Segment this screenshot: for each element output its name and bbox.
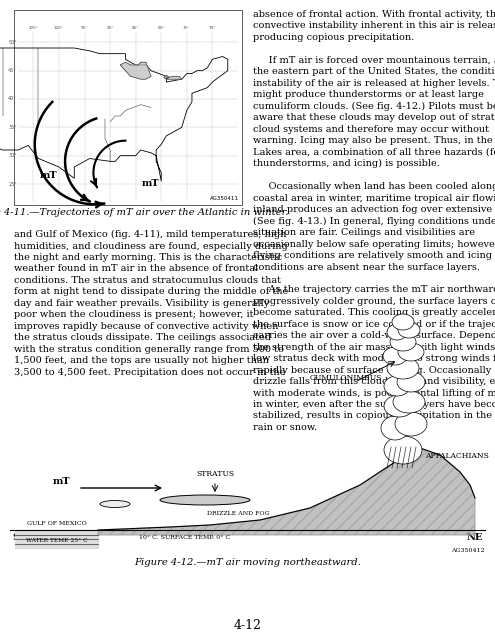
Text: absence of frontal action. With frontal activity, the
convective instability inh: absence of frontal action. With frontal … bbox=[253, 10, 495, 432]
Ellipse shape bbox=[100, 500, 130, 508]
Text: mT: mT bbox=[40, 171, 57, 180]
Text: STRATUS: STRATUS bbox=[196, 470, 234, 478]
Text: 30°: 30° bbox=[8, 153, 17, 158]
Ellipse shape bbox=[397, 372, 425, 392]
Ellipse shape bbox=[387, 324, 407, 340]
Text: Figure 4-11.—Trajectories of mT air over the Atlantic in winter.: Figure 4-11.—Trajectories of mT air over… bbox=[0, 208, 289, 217]
Text: 40°: 40° bbox=[8, 97, 17, 102]
Polygon shape bbox=[166, 76, 182, 79]
Text: 90°: 90° bbox=[106, 26, 114, 30]
Text: CUMULONIMBUS: CUMULONIMBUS bbox=[310, 374, 383, 382]
Ellipse shape bbox=[390, 333, 416, 351]
Text: mT: mT bbox=[53, 477, 71, 486]
Text: 10° C. SURFACE TEMP. 0° C: 10° C. SURFACE TEMP. 0° C bbox=[140, 535, 231, 540]
Ellipse shape bbox=[384, 436, 422, 464]
Text: 75°: 75° bbox=[183, 26, 191, 30]
Text: 45°: 45° bbox=[8, 68, 17, 73]
Text: 80°: 80° bbox=[157, 26, 165, 30]
Ellipse shape bbox=[383, 347, 407, 365]
Ellipse shape bbox=[392, 314, 414, 330]
Text: DRIZZLE AND FOG: DRIZZLE AND FOG bbox=[207, 511, 269, 516]
Text: and Gulf of Mexico (fig. 4-11), mild temperatures, high
humidities, and cloudine: and Gulf of Mexico (fig. 4-11), mild tem… bbox=[14, 230, 288, 376]
Text: 100°: 100° bbox=[54, 26, 64, 30]
Text: SW: SW bbox=[12, 533, 30, 542]
Ellipse shape bbox=[398, 343, 424, 361]
Ellipse shape bbox=[384, 376, 410, 396]
Polygon shape bbox=[15, 530, 98, 548]
Polygon shape bbox=[164, 76, 169, 79]
Text: 85°: 85° bbox=[132, 26, 140, 30]
Text: 50°: 50° bbox=[8, 40, 17, 45]
Ellipse shape bbox=[395, 412, 427, 436]
Text: AG350412: AG350412 bbox=[451, 548, 485, 553]
Text: Figure 4-12.—mT air moving northeastward.: Figure 4-12.—mT air moving northeastward… bbox=[134, 558, 361, 567]
Text: APPALACHIANS: APPALACHIANS bbox=[425, 452, 489, 460]
Text: NE: NE bbox=[467, 533, 483, 542]
Text: 70°: 70° bbox=[209, 26, 216, 30]
Bar bbox=[14, 10, 242, 205]
Polygon shape bbox=[120, 62, 151, 79]
Ellipse shape bbox=[160, 495, 250, 505]
Text: AG350411: AG350411 bbox=[210, 196, 239, 201]
Text: mT: mT bbox=[142, 179, 160, 189]
Text: 4-12: 4-12 bbox=[234, 619, 261, 632]
Text: WATER TEMP. 25° C: WATER TEMP. 25° C bbox=[26, 538, 87, 543]
Polygon shape bbox=[98, 448, 475, 535]
Text: 95°: 95° bbox=[81, 26, 88, 30]
Text: 25°: 25° bbox=[8, 182, 17, 186]
Text: 105°: 105° bbox=[28, 26, 38, 30]
Ellipse shape bbox=[384, 395, 414, 417]
Ellipse shape bbox=[387, 357, 419, 379]
Text: GULF OF MEXICO: GULF OF MEXICO bbox=[27, 521, 86, 526]
Ellipse shape bbox=[393, 391, 425, 413]
Ellipse shape bbox=[398, 322, 420, 338]
Ellipse shape bbox=[381, 416, 409, 440]
Text: 35°: 35° bbox=[8, 125, 17, 130]
